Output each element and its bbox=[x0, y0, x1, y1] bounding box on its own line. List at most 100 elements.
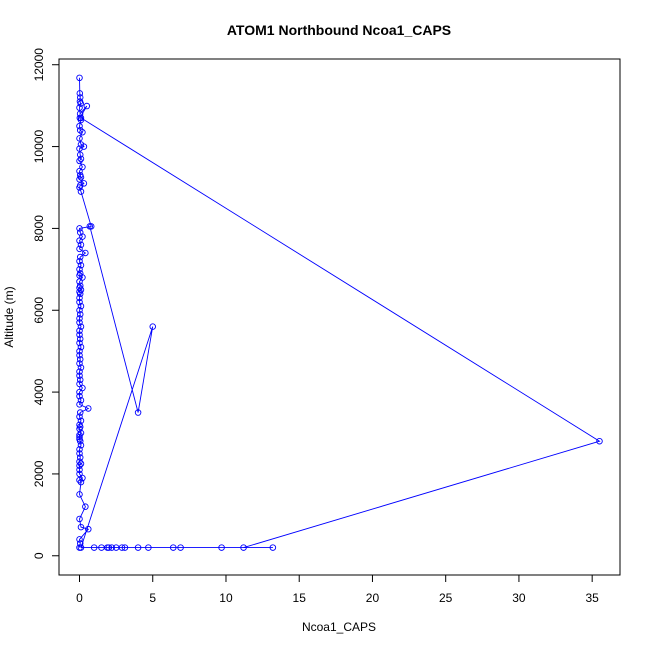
y-tick-label: 4000 bbox=[32, 378, 46, 405]
data-point bbox=[76, 253, 84, 261]
data-point bbox=[149, 323, 156, 330]
data-point bbox=[76, 225, 83, 232]
data-point bbox=[76, 356, 84, 363]
data-point bbox=[76, 392, 83, 400]
data-point bbox=[76, 290, 84, 298]
data-point bbox=[77, 116, 85, 124]
data-point bbox=[76, 360, 83, 367]
y-tick-label: 10000 bbox=[32, 130, 46, 164]
data-point bbox=[76, 298, 83, 306]
data-point bbox=[77, 241, 85, 249]
data-point bbox=[112, 544, 120, 551]
data-point bbox=[77, 114, 85, 122]
x-tick-label: 35 bbox=[585, 591, 599, 605]
data-point bbox=[76, 278, 83, 285]
data-point bbox=[77, 364, 85, 371]
data-point bbox=[76, 157, 83, 165]
data-point bbox=[76, 151, 84, 159]
data-point bbox=[77, 174, 85, 181]
data-point bbox=[77, 523, 85, 531]
data-point bbox=[76, 372, 83, 379]
data-point bbox=[76, 74, 83, 82]
data-point bbox=[76, 245, 83, 253]
y-axis: 0 2000 4000 6000 8000 10000 12000 bbox=[32, 48, 60, 559]
data-point bbox=[76, 319, 83, 326]
data-point bbox=[77, 286, 85, 294]
data-point bbox=[76, 122, 83, 130]
data-point bbox=[82, 249, 89, 257]
data-point bbox=[76, 184, 83, 191]
data-point bbox=[76, 376, 84, 384]
data-point bbox=[76, 110, 84, 118]
data-point bbox=[76, 458, 83, 465]
data-point bbox=[77, 442, 85, 449]
data-point bbox=[121, 544, 129, 551]
data-point bbox=[77, 261, 85, 269]
data-point bbox=[76, 515, 83, 523]
data-point bbox=[76, 327, 83, 334]
data-point bbox=[76, 437, 84, 445]
x-tick-label: 30 bbox=[512, 591, 526, 605]
x-axis-label: Ncoa1_CAPS bbox=[302, 620, 376, 634]
y-tick-label: 8000 bbox=[32, 215, 46, 242]
data-point bbox=[77, 478, 85, 486]
data-point bbox=[76, 94, 84, 101]
x-tick-label: 10 bbox=[219, 591, 233, 605]
data-point bbox=[76, 266, 83, 273]
data-point bbox=[76, 425, 83, 433]
x-tick-label: 15 bbox=[293, 591, 307, 605]
data-point bbox=[76, 167, 83, 175]
x-axis: 0 5 10 15 20 25 30 35 bbox=[76, 574, 599, 605]
data-point bbox=[76, 491, 83, 498]
data-point bbox=[76, 347, 83, 355]
y-axis-label: Altitude (m) bbox=[2, 286, 16, 347]
data-point bbox=[76, 433, 83, 441]
data-point bbox=[76, 476, 83, 484]
data-point bbox=[76, 126, 84, 134]
data-point bbox=[86, 223, 94, 230]
data-point bbox=[76, 431, 83, 439]
data-point bbox=[77, 302, 85, 310]
data-point bbox=[596, 437, 603, 445]
data-point bbox=[77, 188, 85, 195]
data-point bbox=[134, 544, 142, 551]
data-point bbox=[170, 544, 177, 551]
x-tick-label: 20 bbox=[366, 591, 380, 605]
data-point bbox=[240, 544, 247, 551]
data-point bbox=[76, 331, 83, 339]
data-point bbox=[76, 454, 84, 461]
data-point bbox=[76, 306, 83, 314]
data-point bbox=[76, 388, 83, 396]
data-point bbox=[76, 368, 83, 375]
data-point bbox=[90, 544, 98, 551]
data-point bbox=[145, 544, 152, 551]
data-point bbox=[76, 176, 83, 183]
data-point bbox=[76, 104, 83, 111]
data-point bbox=[77, 397, 85, 404]
data-point bbox=[76, 311, 84, 318]
data-point bbox=[77, 323, 85, 330]
data-point bbox=[269, 544, 277, 551]
data-point bbox=[76, 257, 83, 265]
y-tick-label: 12000 bbox=[32, 48, 46, 82]
data-point bbox=[76, 446, 83, 453]
data-point bbox=[85, 405, 92, 412]
data-point bbox=[77, 460, 85, 467]
data-point bbox=[76, 90, 84, 97]
data-point bbox=[98, 544, 105, 551]
data-point bbox=[76, 237, 83, 244]
data-point bbox=[77, 417, 85, 424]
x-tick-label: 25 bbox=[439, 591, 453, 605]
data-point bbox=[76, 462, 83, 469]
data-point bbox=[76, 315, 83, 322]
data-point bbox=[76, 409, 84, 416]
data-point bbox=[76, 294, 83, 302]
data-point bbox=[177, 544, 184, 551]
data-point bbox=[77, 544, 85, 551]
series-points bbox=[76, 74, 603, 551]
data-point bbox=[218, 544, 225, 551]
data-point bbox=[83, 102, 91, 110]
data-point bbox=[85, 525, 92, 533]
